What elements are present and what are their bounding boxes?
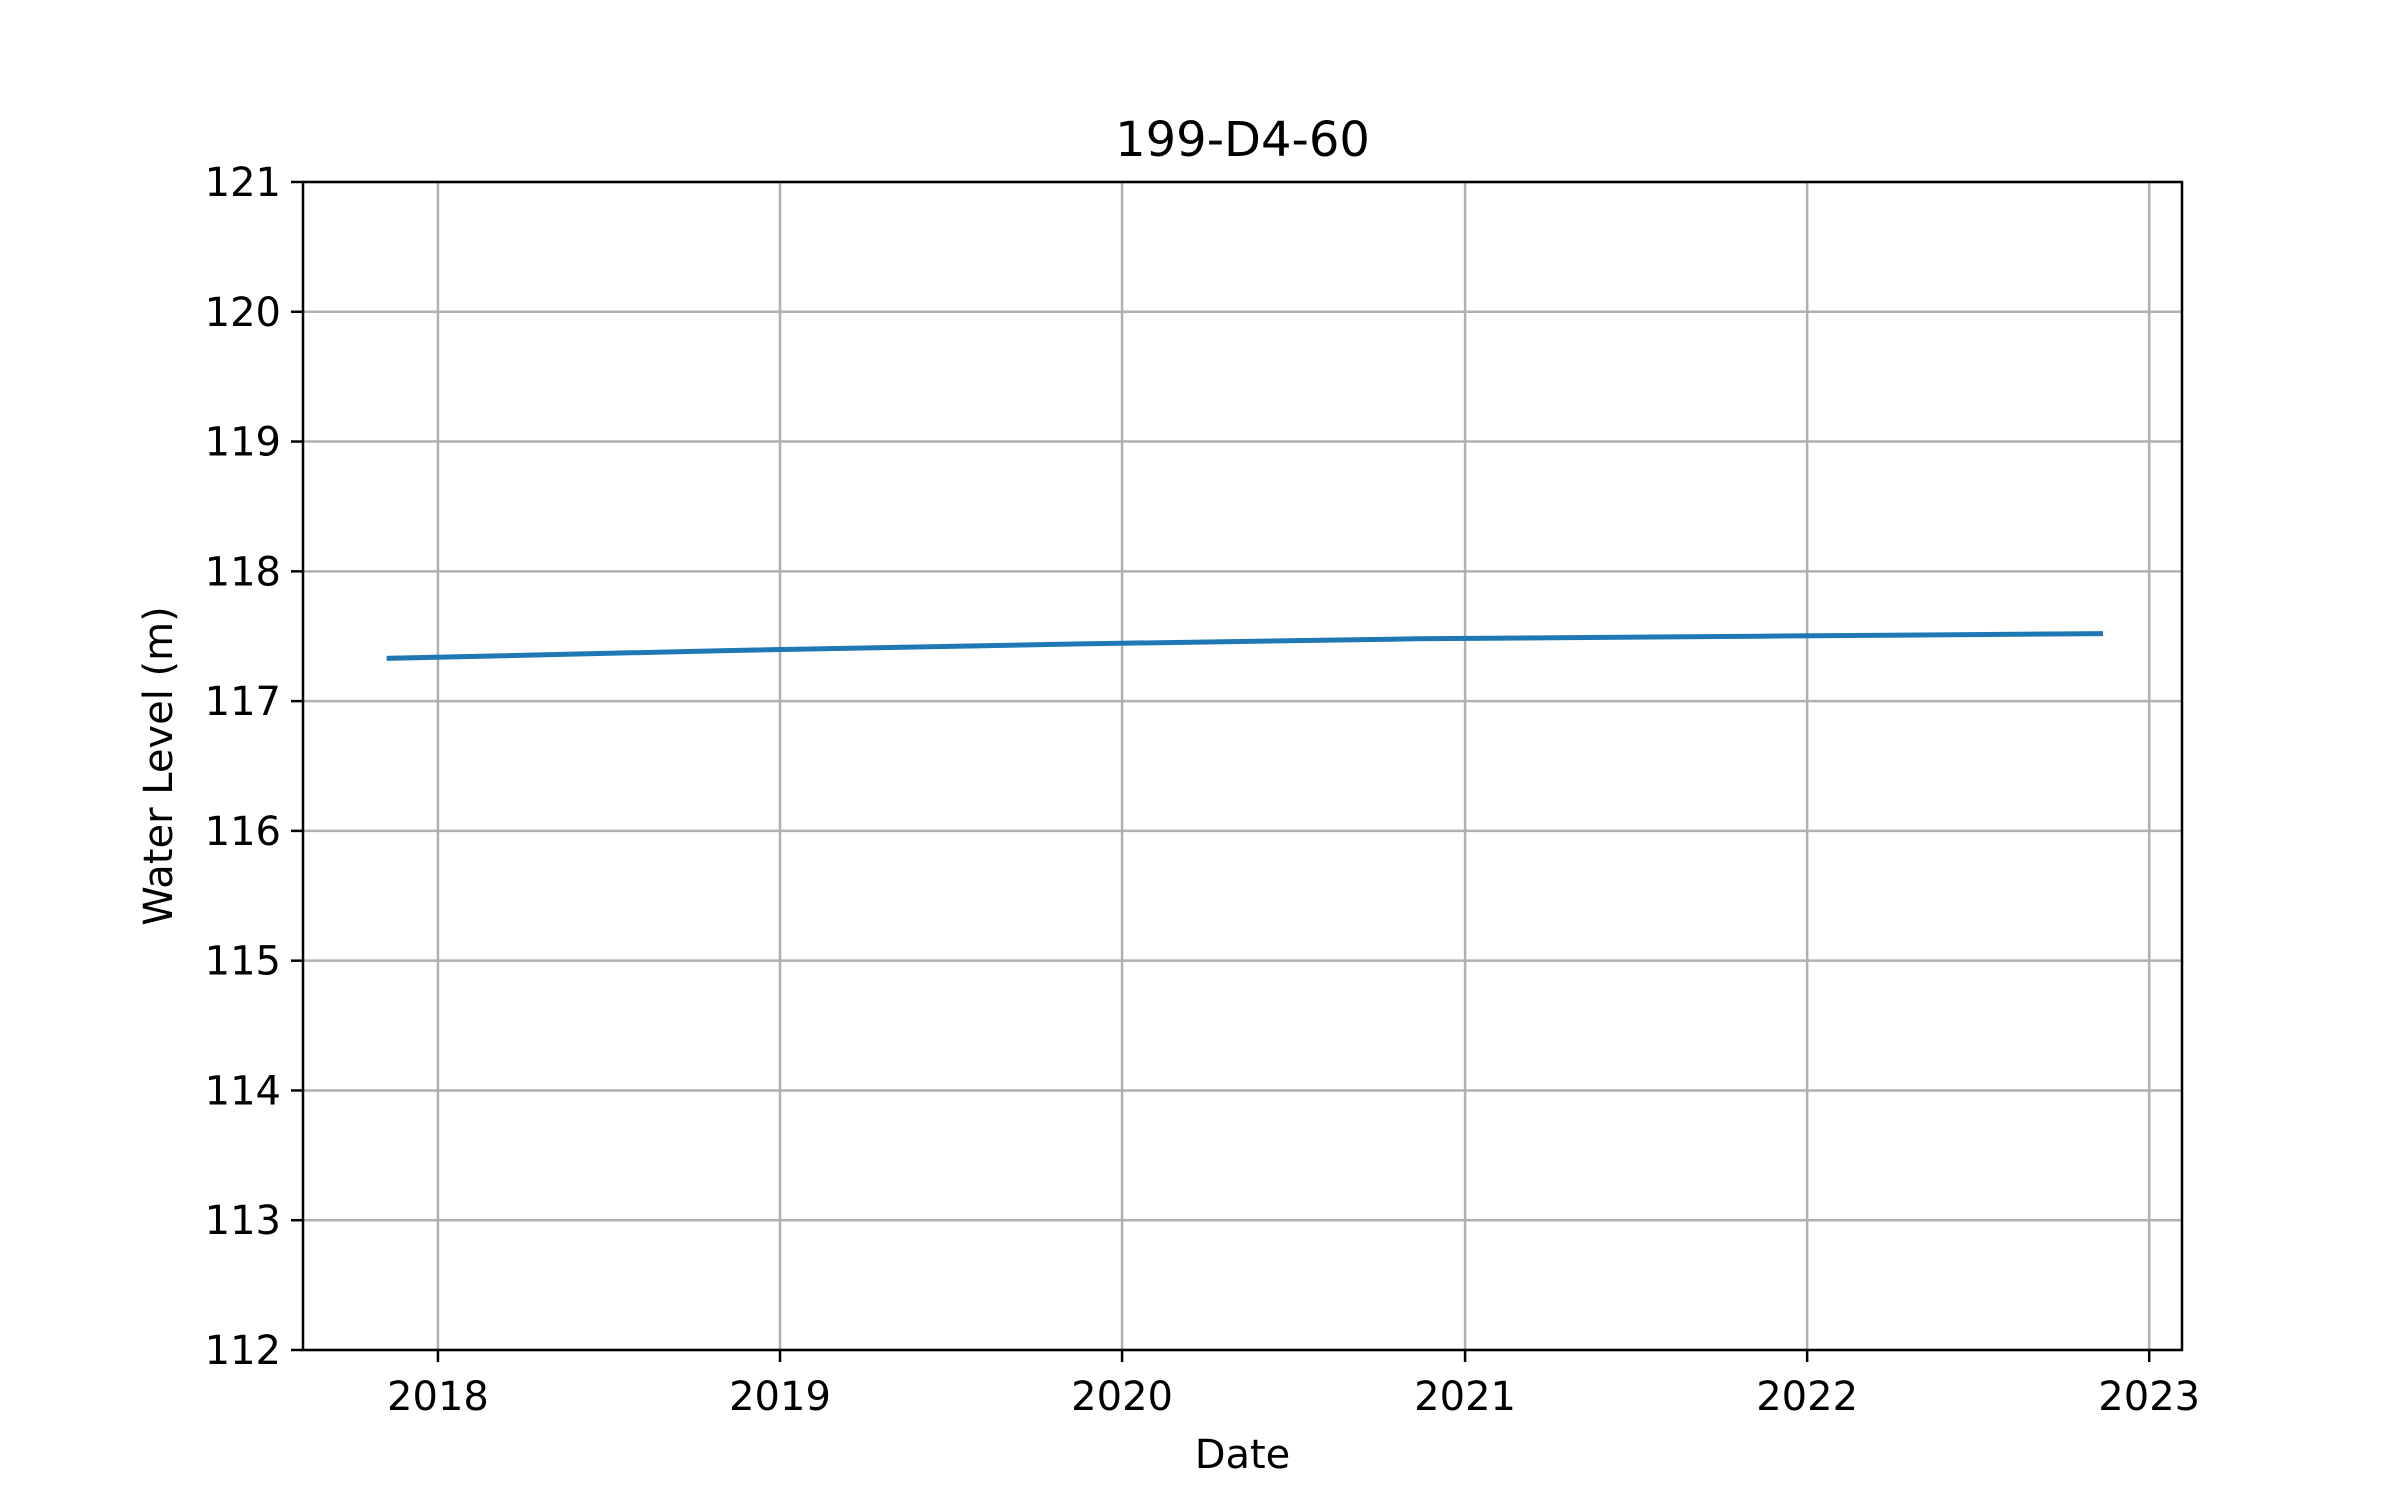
grid — [303, 180, 2182, 1352]
plot-frame — [301, 180, 2184, 1352]
y-tick-label: 116 — [205, 809, 281, 855]
y-tick-label: 121 — [205, 160, 281, 206]
y-tick-label: 112 — [205, 1328, 281, 1374]
y-tick-label: 115 — [205, 939, 281, 985]
series-line — [386, 631, 2104, 661]
x-tick-label: 2021 — [1414, 1374, 1516, 1420]
y-tick-label: 118 — [205, 549, 281, 595]
y-tick-label: 120 — [205, 290, 281, 336]
x-tick-label: 2020 — [1071, 1374, 1173, 1420]
x-tick-label: 2019 — [729, 1374, 831, 1420]
chart-title: 199-D4-60 — [1115, 112, 1370, 168]
x-axis-label: Date — [1195, 1432, 1291, 1478]
x-tick-label: 2022 — [1756, 1374, 1858, 1420]
y-tick-label: 119 — [205, 420, 281, 466]
y-tick-label: 113 — [205, 1198, 281, 1244]
y-tick-label: 117 — [205, 679, 281, 725]
x-tick-label: 2023 — [2098, 1374, 2200, 1420]
y-axis-label: Water Level (m) — [136, 606, 182, 925]
x-tick-label: 2018 — [387, 1374, 489, 1420]
series-layer — [386, 631, 2104, 661]
y-tick-label: 114 — [205, 1068, 281, 1114]
ticks: 2018 2019 2020 2021 2022 2023 112 113 114 115 116 1… — [205, 160, 2200, 1420]
